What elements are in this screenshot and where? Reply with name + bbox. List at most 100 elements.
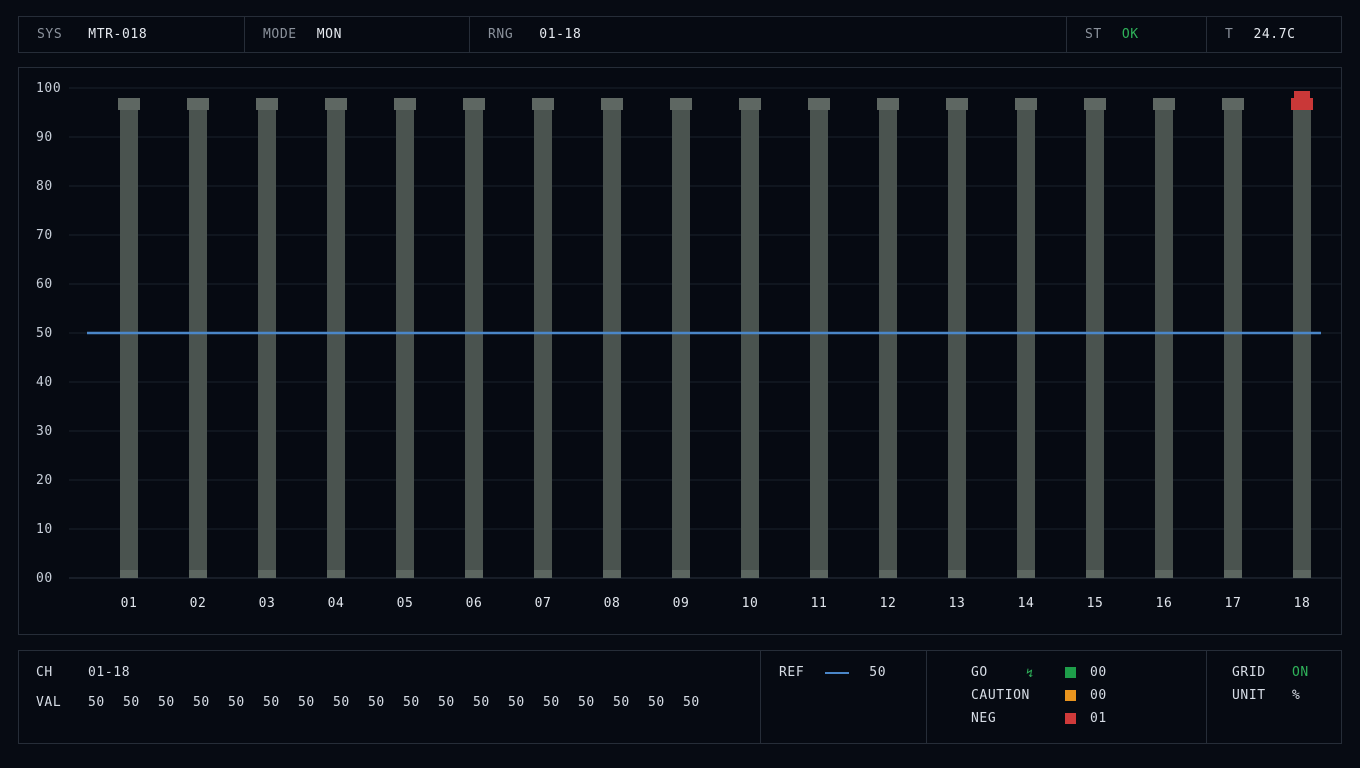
x-tick-label: 03 (259, 596, 276, 611)
x-tick-label: 13 (949, 596, 966, 611)
x-tick-label: 06 (466, 596, 483, 611)
channel-cap (532, 98, 554, 110)
channel-row: CH 01-18 (36, 665, 130, 680)
channel-bar (1224, 104, 1242, 578)
channel-bar (948, 104, 966, 578)
go-value: 00 (1090, 665, 1107, 680)
go-icon: ↯ (1026, 665, 1034, 680)
channel-bar-base (189, 570, 207, 578)
y-tick-label: 80 (36, 179, 53, 194)
channel-bar-base (948, 570, 966, 578)
channel-bar-base (672, 570, 690, 578)
x-tick-label: 02 (190, 596, 207, 611)
channel-cap (946, 98, 968, 110)
range-label: RNG (488, 27, 514, 42)
neg-label: NEG (971, 711, 997, 726)
val-item: 50 (88, 695, 105, 710)
legend-go-row: GO ↯ 00 (971, 665, 1107, 680)
channel-bar-base (465, 570, 483, 578)
status-cell: ST OK (1067, 17, 1207, 52)
channel-bar (465, 104, 483, 578)
channel-bar (1086, 104, 1104, 578)
channel-values-section: CH 01-18 VAL 50 50 50 50 50 50 50 50 50 50 50 50 50 5… (19, 651, 761, 743)
unit-setting-row: UNIT % (1232, 688, 1300, 703)
temperature-value: 24.7C (1253, 27, 1296, 42)
grid-label: GRID (1232, 665, 1266, 680)
mode-cell: MODE MON (245, 17, 470, 52)
y-tick-label: 90 (36, 130, 53, 145)
reference-section: REF 50 (761, 651, 927, 743)
val-item: 50 (158, 695, 175, 710)
val-item: 50 (648, 695, 665, 710)
neg-value: 01 (1090, 711, 1107, 726)
val-label: VAL (36, 695, 62, 710)
sys-value: MTR-018 (88, 27, 148, 42)
caution-label: CAUTION (971, 688, 1030, 703)
chart-panel: 00 10 20 30 40 50 60 70 80 90 100 01 02 03 04 05 06 07 08 0… (18, 67, 1342, 635)
x-tick-label: 14 (1018, 596, 1035, 611)
val-item: 50 (368, 695, 385, 710)
flag-marker (1291, 98, 1313, 110)
channel-bar-base (1086, 570, 1104, 578)
channel-bar-base (120, 570, 138, 578)
x-tick-label: 07 (535, 596, 552, 611)
channel-bar (1017, 104, 1035, 578)
ref-label: REF (779, 665, 805, 680)
channel-cap (1222, 98, 1244, 110)
neg-swatch (1065, 713, 1076, 724)
channel-cap (739, 98, 761, 110)
channel-bar-base (741, 570, 759, 578)
x-tick-label: 04 (328, 596, 345, 611)
x-tick-label: 16 (1156, 596, 1173, 611)
y-tick-label: 60 (36, 277, 53, 292)
val-item: 50 (473, 695, 490, 710)
x-tick-label: 11 (811, 596, 828, 611)
channel-bar (879, 104, 897, 578)
val-item: 50 (228, 695, 245, 710)
val-list: 50 50 50 50 50 50 50 50 50 50 50 50 50 50 50 50 50 50 (88, 695, 718, 710)
temperature-label: T (1225, 27, 1234, 42)
channel-cap (256, 98, 278, 110)
x-tick-label: 10 (742, 596, 759, 611)
y-tick-label: 10 (36, 522, 53, 537)
channel-bar-base (1155, 570, 1173, 578)
channel-cap (394, 98, 416, 110)
channel-bar (810, 104, 828, 578)
ch-value: 01-18 (88, 665, 131, 680)
channel-bar-base (1224, 570, 1242, 578)
x-tick-label: 08 (604, 596, 621, 611)
val-item: 50 (543, 695, 560, 710)
status-label: ST (1085, 27, 1102, 42)
channel-bar (534, 104, 552, 578)
legend-caution-row: CAUTION 00 (971, 688, 1107, 703)
channel-cap (463, 98, 485, 110)
channel-bar (1155, 104, 1173, 578)
values-row: VAL 50 50 50 50 50 50 50 50 50 50 50 50 50 50 50 50 50 50 (36, 695, 718, 710)
val-item: 50 (683, 695, 700, 710)
channel-bar (603, 104, 621, 578)
channel-bar (1293, 104, 1311, 578)
channel-bar-base (1293, 570, 1311, 578)
mode-label: MODE (263, 27, 297, 42)
channel-bar-base (810, 570, 828, 578)
channel-bar (396, 104, 414, 578)
channel-bar (672, 104, 690, 578)
go-swatch (1065, 667, 1076, 678)
x-tick-label: 17 (1225, 596, 1242, 611)
sys-label: SYS (37, 27, 63, 42)
status-bar: SYS MTR-018 MODE MON RNG 01-18 ST OK T 2… (18, 16, 1342, 53)
grid-setting-row: GRID ON (1232, 665, 1309, 680)
channel-cap (1015, 98, 1037, 110)
legend-section: GO ↯ 00 CAUTION 00 NEG 01 (927, 651, 1207, 743)
channel-cap (808, 98, 830, 110)
y-tick-label: 70 (36, 228, 53, 243)
val-item: 50 (193, 695, 210, 710)
channel-cap (325, 98, 347, 110)
channel-cap (877, 98, 899, 110)
channel-bar-base (879, 570, 897, 578)
channel-cap (1153, 98, 1175, 110)
flag-marker-top (1294, 91, 1310, 99)
val-item: 50 (438, 695, 455, 710)
val-item: 50 (298, 695, 315, 710)
mode-value: MON (316, 27, 342, 42)
